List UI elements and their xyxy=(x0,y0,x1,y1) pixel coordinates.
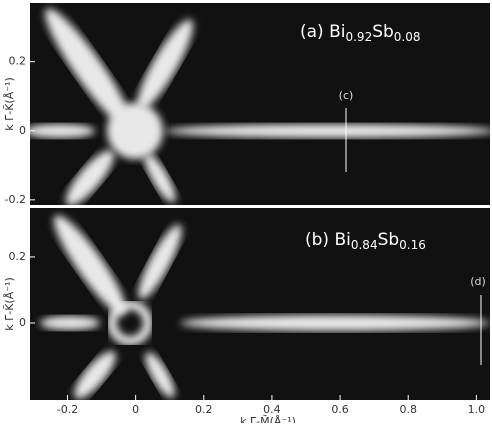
petal xyxy=(137,19,193,111)
title-text: Sb xyxy=(378,230,400,250)
petal xyxy=(138,224,182,300)
petal xyxy=(144,153,176,203)
surface-state xyxy=(40,316,100,330)
annotation: (c) xyxy=(339,89,354,102)
x-tick-label: 0.6 xyxy=(331,403,349,416)
title-text: Sb xyxy=(372,22,394,42)
title-text: (a) Bi xyxy=(300,22,345,42)
center-ring xyxy=(107,300,153,346)
y-axis-label: k Γ̄-K̄(Å⁻¹) xyxy=(3,77,16,131)
panel-b-map xyxy=(30,208,490,400)
center-pocket xyxy=(107,103,163,159)
x-tick-label: 1.0 xyxy=(468,403,486,416)
x-axis-label: k Γ̄-M̄(Å⁻¹) xyxy=(240,415,296,423)
x-tick-label: 0.2 xyxy=(195,403,213,416)
subscript: 0.92 xyxy=(345,30,372,44)
panel-title: (b) Bi0.84Sb0.16 xyxy=(305,230,426,252)
surface-state xyxy=(30,124,95,138)
annotation: (d) xyxy=(470,275,486,288)
y-tick-label: -0.2 xyxy=(5,193,26,206)
x-tick-label: 0 xyxy=(132,403,139,416)
y-tick-label: 0.2 xyxy=(9,250,27,263)
x-tick-label: 0.4 xyxy=(263,403,281,416)
subscript: 0.08 xyxy=(394,30,421,44)
surface-state xyxy=(180,315,490,331)
panel-a-map xyxy=(30,3,490,205)
x-tick-label: 0.8 xyxy=(399,403,417,416)
petal xyxy=(45,8,131,128)
petal xyxy=(145,352,175,398)
y-tick-label: 0 xyxy=(19,124,26,137)
x-tick-label: -0.2 xyxy=(57,403,78,416)
title-text: (b) Bi xyxy=(305,230,351,250)
petal xyxy=(65,150,115,205)
y-tick-label: 0 xyxy=(19,316,26,329)
petal xyxy=(74,351,116,399)
y-tick-label: 0.2 xyxy=(9,55,27,68)
y-axis-label: k Γ̄-K̄(Å⁻¹) xyxy=(3,277,16,331)
subscript: 0.16 xyxy=(399,238,426,252)
subscript: 0.84 xyxy=(351,238,378,252)
panel-title: (a) Bi0.92Sb0.08 xyxy=(300,22,421,44)
petal xyxy=(53,215,127,315)
surface-state xyxy=(165,124,490,138)
